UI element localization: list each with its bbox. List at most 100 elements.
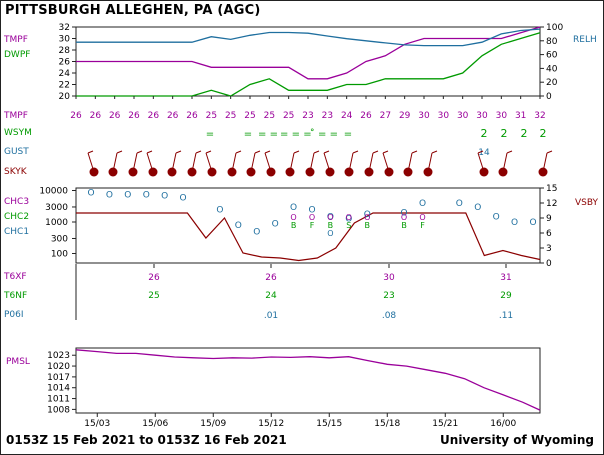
- rh-tick-label: 80: [546, 37, 558, 47]
- tmpf-row: 26 26 26 26 26 26 26 25 25 25 25 25 23 23 24 26 27 29 30 30…: [70, 111, 545, 121]
- wind-barb-flag: [382, 150, 389, 154]
- t6nf-value: 23: [383, 291, 394, 301]
- chc1-marker: O: [456, 199, 463, 209]
- temp-tick-label: 24: [59, 69, 71, 79]
- cloud-layer-letter: B: [365, 221, 371, 230]
- pressure-tick-label: 1023: [47, 351, 70, 361]
- wsym-drizzle-symbol: 2: [521, 127, 528, 140]
- temp-tick-label: 28: [59, 46, 71, 56]
- sky-cover-circle: [108, 167, 118, 177]
- chc1-marker: O: [327, 212, 334, 222]
- wind-barb-flag: [477, 150, 484, 154]
- sky-cover-circle: [305, 167, 315, 177]
- cloud-layer-letter: O: [364, 213, 370, 222]
- wsym-fog-symbol: = ̊: [303, 128, 315, 140]
- tmpf-row-value: 30: [438, 111, 450, 121]
- pressure-series-group: [75, 349, 541, 411]
- tmpf-row-value: 31: [515, 111, 526, 121]
- chc1-marker: O: [124, 190, 131, 200]
- time-tick-label: 15/21: [432, 419, 458, 429]
- sky-cover-circle: [538, 167, 548, 177]
- tmpf-row-value: 25: [206, 111, 217, 121]
- chc1-marker: O: [216, 205, 223, 215]
- sky-cover-circle: [384, 167, 394, 177]
- ceiling-tick-label: 10000: [39, 186, 68, 196]
- cloud-layer-letter: B: [401, 221, 407, 230]
- chc1-marker: O: [345, 214, 352, 224]
- t6nf-value: 29: [500, 291, 512, 301]
- wsym-fog-symbol: = =: [280, 129, 300, 140]
- tmpf-row-value: 26: [360, 111, 372, 121]
- vis-tick-label: 0: [546, 259, 552, 269]
- chc1-marker: O: [235, 221, 242, 231]
- sky-cover-row: [87, 150, 553, 177]
- wsym-fog-symbol: =: [206, 129, 214, 140]
- vis-tick-label: 9: [546, 214, 552, 224]
- tmpf-row-value: 25: [225, 111, 236, 121]
- cloud-layer-letter: F: [420, 221, 425, 230]
- p06i-row-label: P06I: [4, 310, 24, 320]
- relh-line: [76, 28, 541, 47]
- t6xf-value: 30: [383, 273, 395, 283]
- wsym-drizzle-symbol: 2: [481, 127, 488, 140]
- chc1-marker: O: [272, 219, 279, 229]
- wind-barb-flag: [411, 150, 418, 154]
- wsym-fog-symbol: =: [344, 129, 352, 140]
- sky-cover-circle: [148, 167, 158, 177]
- temp-tick-label: 22: [59, 81, 70, 91]
- wind-barb-flag: [116, 150, 123, 154]
- sky-cover-circle: [89, 167, 99, 177]
- chc1-axis-label: CHC1: [4, 227, 29, 237]
- tmpf-row-value: 30: [418, 111, 430, 121]
- p06i-value: .08: [382, 311, 397, 321]
- tmpf-row-value: 26: [186, 111, 198, 121]
- chc3-axis-label: CHC3: [4, 197, 29, 207]
- cloud-layer-letter: O: [309, 213, 315, 222]
- wind-barb-flag: [235, 150, 242, 154]
- ceiling-panel-frame: [75, 187, 541, 264]
- cloud-layer-letter: B: [328, 221, 334, 230]
- rh-tick-label: 60: [546, 51, 558, 61]
- chc1-marker: O: [308, 205, 315, 215]
- chc1-marker: O: [511, 218, 518, 228]
- wsym-row-label: WSYM: [4, 128, 32, 138]
- t6nf-value: 24: [265, 291, 277, 301]
- six-hour-rows: 26 26 30 31 25 24 23 29 .01 .08 .11: [148, 264, 513, 321]
- tmpf-row-value: 25: [283, 111, 294, 121]
- relh-axis-label: RELH: [573, 35, 597, 45]
- time-x-axis: 15/03 15/06 15/09 15/12 15/15 15/18 15/21 16/00: [84, 413, 517, 429]
- p06i-value: .11: [499, 311, 513, 321]
- chc1-marker: O: [161, 191, 168, 201]
- pressure-tick-label: 1011: [47, 395, 70, 405]
- chc1-marker: O: [106, 190, 113, 200]
- wind-barb-flag: [431, 150, 438, 154]
- tmpf-row-value: 25: [244, 111, 255, 121]
- sky-cover-circle: [325, 167, 335, 177]
- time-tick-label: 15/18: [374, 419, 400, 429]
- pressure-tick-label: 1020: [47, 362, 70, 372]
- rh-tick-label: 40: [546, 64, 558, 74]
- sky-cover-circle: [187, 167, 197, 177]
- time-tick-label: 15/09: [200, 419, 226, 429]
- wsym-fog-symbol: = =: [318, 129, 338, 140]
- wind-barb-flag: [352, 150, 359, 154]
- sky-cover-circle: [285, 167, 295, 177]
- sky-cover-circle: [266, 167, 276, 177]
- cloud-layer-letter: O: [290, 213, 296, 222]
- chc1-marker: O: [474, 203, 481, 213]
- tmpf-row-value: 23: [302, 111, 313, 121]
- temp-tick-label: 26: [59, 58, 71, 68]
- rh-tick-label: 20: [546, 78, 558, 88]
- pressure-tick-label: 1008: [47, 405, 70, 415]
- time-tick-label: 15/03: [84, 419, 110, 429]
- chc2-axis-label: CHC2: [4, 212, 29, 222]
- tmpf-row-value: 32: [534, 111, 545, 121]
- tmpf-row-value: 27: [380, 111, 391, 121]
- wind-barb-flag: [313, 150, 320, 154]
- tmpf-row-value: 26: [167, 111, 179, 121]
- chc1-marker: O: [180, 193, 187, 203]
- wind-barb-flag: [372, 150, 379, 154]
- wind-barb-flag: [264, 150, 271, 154]
- tmpf-row-value: 26: [70, 111, 82, 121]
- gust-row-label: GUST: [4, 147, 29, 157]
